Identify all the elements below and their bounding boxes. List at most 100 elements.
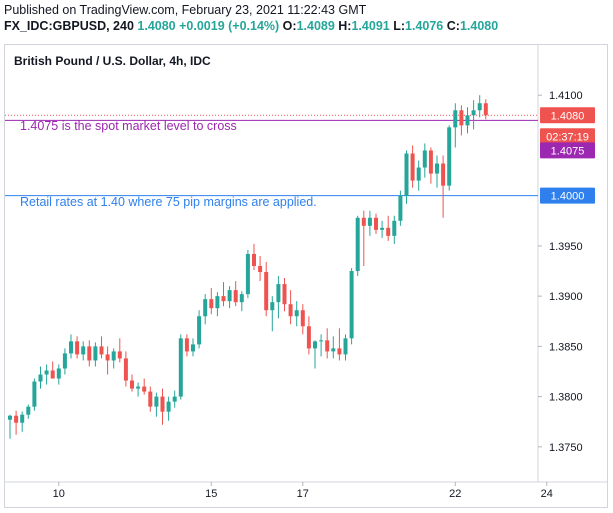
candle xyxy=(50,361,55,379)
candle xyxy=(117,338,122,363)
candle xyxy=(14,410,19,435)
candle-body xyxy=(453,110,458,128)
candle xyxy=(282,278,287,312)
price-tags: 1.4080 02:37:19 1.4075 1.4000 xyxy=(540,107,595,204)
candles xyxy=(8,95,488,439)
candle-body xyxy=(136,386,141,389)
candle xyxy=(20,411,25,432)
candle-body xyxy=(148,391,153,407)
candle xyxy=(319,334,324,357)
price-levels: 1.4075 is the spot market level to cross… xyxy=(5,114,538,209)
candle xyxy=(130,374,134,392)
candle-body xyxy=(239,294,244,303)
time-axis[interactable]: 10 15 17 22 24 xyxy=(53,482,553,500)
candle xyxy=(56,364,61,385)
candle xyxy=(209,288,214,315)
price-tick-label: 1.3750 xyxy=(549,442,583,454)
candle-body xyxy=(392,220,397,236)
candle-body xyxy=(306,326,311,349)
candle xyxy=(453,103,458,148)
candle-body xyxy=(410,153,415,181)
high-label: H: xyxy=(338,19,352,33)
last-price-tag: 1.4080 xyxy=(551,110,585,122)
candle-body xyxy=(343,338,348,355)
candle xyxy=(93,342,98,367)
candle xyxy=(465,107,470,134)
candle xyxy=(233,281,238,307)
candle xyxy=(191,338,195,357)
candle-body xyxy=(166,401,171,412)
open-label: O: xyxy=(282,19,297,33)
candle-body xyxy=(386,227,391,236)
candle xyxy=(422,143,427,178)
candle-body xyxy=(14,415,19,423)
last-price-tag-bg xyxy=(540,107,595,124)
candle-body xyxy=(111,351,116,361)
candle-body xyxy=(130,380,134,389)
candle-body xyxy=(300,310,305,327)
time-tick-label: 17 xyxy=(297,488,309,500)
candle xyxy=(111,348,116,369)
candle-body xyxy=(99,346,104,355)
candle xyxy=(331,336,336,359)
candle xyxy=(75,336,80,359)
candle xyxy=(62,348,67,375)
candle-body xyxy=(441,163,446,186)
candle-body xyxy=(8,415,12,420)
candle xyxy=(99,336,104,359)
candle-body xyxy=(416,167,421,181)
candle-body xyxy=(374,217,378,230)
candle-body xyxy=(349,271,354,339)
candle xyxy=(306,316,311,355)
candle xyxy=(380,220,385,238)
candle-body xyxy=(69,341,73,354)
countdown-tag: 02:37:19 xyxy=(546,131,589,143)
candle xyxy=(404,150,409,204)
candle xyxy=(26,404,31,419)
candle xyxy=(142,378,147,395)
candle-body xyxy=(20,414,25,423)
candle-body xyxy=(221,296,226,302)
candle xyxy=(8,414,12,439)
candle xyxy=(221,282,226,307)
level-annotation-1.4075: 1.4075 is the spot market level to cross xyxy=(20,119,237,133)
candle xyxy=(197,310,202,349)
symbol-line: FX_IDC:GBPUSD, 240 1.4080 +0.0019 (+0.14… xyxy=(4,18,609,34)
candle-body xyxy=(252,253,256,267)
chart-title: British Pound / U.S. Dollar, 4h, IDC xyxy=(14,54,211,68)
candle xyxy=(398,190,403,226)
candle xyxy=(355,215,360,277)
candle xyxy=(349,268,354,345)
candle-body xyxy=(50,370,55,379)
candle xyxy=(178,334,183,400)
close-value: 1.4080 xyxy=(459,19,499,33)
candle xyxy=(471,100,476,130)
candle xyxy=(264,261,269,317)
candle xyxy=(343,334,348,361)
candle xyxy=(154,392,159,417)
candle xyxy=(245,249,250,299)
price-tick-label: 1.3900 xyxy=(549,291,583,303)
candle xyxy=(435,155,439,188)
candle-body xyxy=(203,299,208,317)
candle xyxy=(81,341,86,361)
candle-body xyxy=(331,348,336,352)
candle xyxy=(447,125,452,191)
candle-body xyxy=(233,290,238,303)
candle xyxy=(148,386,153,412)
price-tick-label: 1.4100 xyxy=(549,90,583,102)
chart-header: Published on TradingView.com, February 2… xyxy=(4,2,609,34)
candle xyxy=(374,213,378,234)
candle xyxy=(69,334,73,359)
last-price: 1.4080 xyxy=(137,19,176,33)
candle xyxy=(203,294,208,325)
level-tag-1.4000: 1.4000 xyxy=(551,191,585,203)
candle xyxy=(428,147,433,184)
candle-body xyxy=(459,110,464,126)
price-axis[interactable]: 1.4100 1.3950 1.3900 1.3850 1.3800 1.3750 xyxy=(538,90,583,454)
candle xyxy=(288,290,293,325)
time-tick-label: 15 xyxy=(205,488,217,500)
candle xyxy=(313,340,317,369)
candle-body xyxy=(172,396,177,402)
